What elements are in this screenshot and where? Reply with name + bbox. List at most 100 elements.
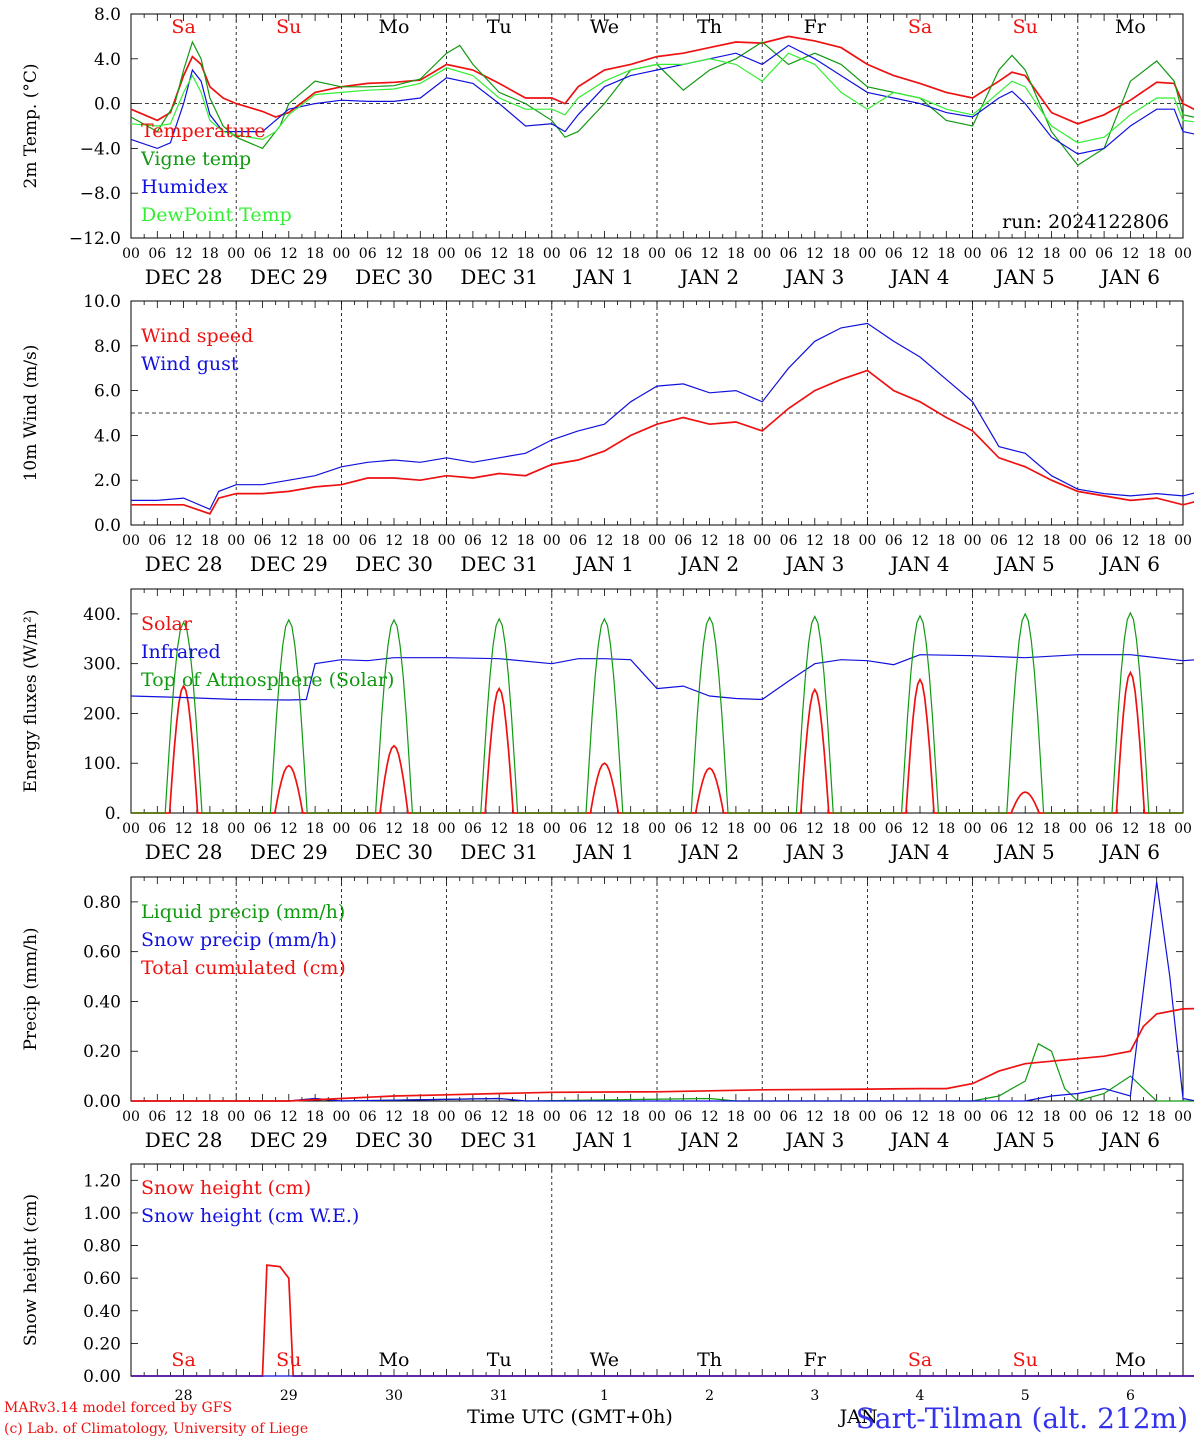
weekday-label: We (590, 16, 619, 38)
day-number-label: 1 (600, 1388, 609, 1404)
hour-label: 06 (780, 1109, 798, 1125)
hour-label: 00 (858, 533, 876, 549)
y-axis-label: Precip (mm/h) (21, 927, 41, 1050)
hour-label: 12 (595, 1109, 613, 1125)
date-label: JAN 3 (783, 1128, 844, 1152)
y-tick-label: 0.80 (83, 1237, 121, 1257)
hour-label: 12 (701, 533, 719, 549)
hour-label: 12 (1016, 1109, 1034, 1125)
panel-temp: 8.0 4.0 0.0 −4.0 −8.0 −12.0 2m Temp. (°C) Tempe… (21, 5, 1194, 289)
day-number-label: 3 (810, 1388, 819, 1404)
series-line-humidex (130, 44, 1194, 155)
hour-label: 00 (648, 821, 666, 837)
hour-label: 18 (622, 821, 640, 837)
hour-label: 06 (780, 533, 798, 549)
hour-label: 06 (254, 246, 272, 262)
date-label: DEC 31 (460, 1128, 538, 1152)
hour-label: 00 (122, 1109, 140, 1125)
hour-label: 12 (385, 246, 403, 262)
hour-label: 00 (858, 1109, 876, 1125)
hour-label: 00 (648, 246, 666, 262)
panel-precip: 0.80 0.60 0.40 0.20 0.00 Precip (mm/h) Liquid … (21, 876, 1194, 1152)
hour-label: 00 (648, 1109, 666, 1125)
hour-label: 00 (332, 246, 350, 262)
y-tick-label: 0.20 (83, 1042, 121, 1062)
hour-label: 06 (990, 246, 1008, 262)
hour-label: 06 (359, 533, 377, 549)
hour-label: 12 (490, 821, 508, 837)
y-tick-label: 0.0 (94, 95, 121, 115)
hour-label: 06 (990, 533, 1008, 549)
date-label: DEC 30 (355, 840, 433, 864)
weekday-label: Su (1013, 16, 1038, 38)
hour-label: 18 (517, 1109, 535, 1125)
y-tick-label: 8.0 (94, 337, 121, 357)
hour-label: 12 (911, 1109, 929, 1125)
y-tick-label: 2.0 (94, 471, 121, 491)
hour-label: 06 (990, 1109, 1008, 1125)
weekday-label: We (590, 1349, 619, 1371)
date-label: DEC 29 (250, 840, 328, 864)
hour-label: 06 (569, 533, 587, 549)
weekday-label: Sa (908, 16, 932, 38)
hour-label: 12 (911, 821, 929, 837)
panel-wind: 10.0 8.0 6.0 4.0 2.0 0.0 10m Wind (m/s) Wind sp… (21, 292, 1194, 576)
date-label: JAN 3 (783, 265, 844, 289)
hour-label: 12 (1016, 533, 1034, 549)
hour-label: 00 (332, 1109, 350, 1125)
hour-label: 18 (306, 533, 324, 549)
hour-label: 00 (858, 821, 876, 837)
day-number-label: 28 (175, 1388, 193, 1404)
y-tick-label: 100. (83, 754, 121, 774)
hour-label: 00 (753, 1109, 771, 1125)
hour-label: 18 (1043, 533, 1061, 549)
model-credit: MARv3.14 model forced by GFS (4, 1400, 232, 1416)
date-label: JAN 3 (783, 840, 844, 864)
weekday-label: Su (276, 16, 301, 38)
y-tick-label: 0.60 (83, 943, 121, 963)
hour-label: 06 (148, 246, 166, 262)
hour-label: 18 (832, 533, 850, 549)
date-label: JAN 1 (573, 840, 634, 864)
hour-label: 00 (543, 246, 561, 262)
day-number-label: 4 (916, 1388, 925, 1404)
hour-label: 00 (964, 821, 982, 837)
hour-label: 18 (517, 533, 535, 549)
legend-entry: Solar (141, 613, 193, 635)
date-label: JAN 2 (678, 552, 739, 576)
hour-label: 06 (885, 533, 903, 549)
hour-label: 06 (885, 246, 903, 262)
y-tick-label: 200. (83, 704, 121, 724)
hour-label: 12 (806, 246, 824, 262)
hour-label: 18 (1148, 821, 1166, 837)
weekday-label: Fr (804, 1349, 827, 1371)
hour-label: 18 (411, 1109, 429, 1125)
hour-label: 18 (832, 246, 850, 262)
hour-label: 06 (359, 246, 377, 262)
hour-label: 00 (964, 1109, 982, 1125)
y-tick-label: 300. (83, 655, 121, 675)
hour-label: 06 (464, 533, 482, 549)
hour-label: 18 (1043, 821, 1061, 837)
panel-snow: 1.20 1.00 0.80 0.60 0.40 0.20 0.00 Snow height … (21, 1163, 1194, 1428)
legend-entry: Vigne temp (140, 148, 251, 170)
y-tick-label: 0.40 (83, 992, 121, 1012)
weekday-label: Sa (171, 1349, 195, 1371)
date-label: DEC 29 (250, 552, 328, 576)
hour-label: 00 (543, 1109, 561, 1125)
hour-label: 12 (595, 533, 613, 549)
hour-label: 06 (569, 821, 587, 837)
hour-label: 12 (490, 246, 508, 262)
hour-label: 12 (806, 533, 824, 549)
hour-label: 06 (464, 246, 482, 262)
hour-label: 18 (411, 246, 429, 262)
date-label: DEC 29 (250, 265, 328, 289)
date-label: DEC 31 (460, 265, 538, 289)
y-tick-label: 0. (105, 804, 121, 824)
hour-label: 12 (175, 821, 193, 837)
hour-label: 06 (148, 821, 166, 837)
hour-label: 06 (359, 821, 377, 837)
hour-label: 18 (727, 246, 745, 262)
hour-label: 06 (990, 821, 1008, 837)
